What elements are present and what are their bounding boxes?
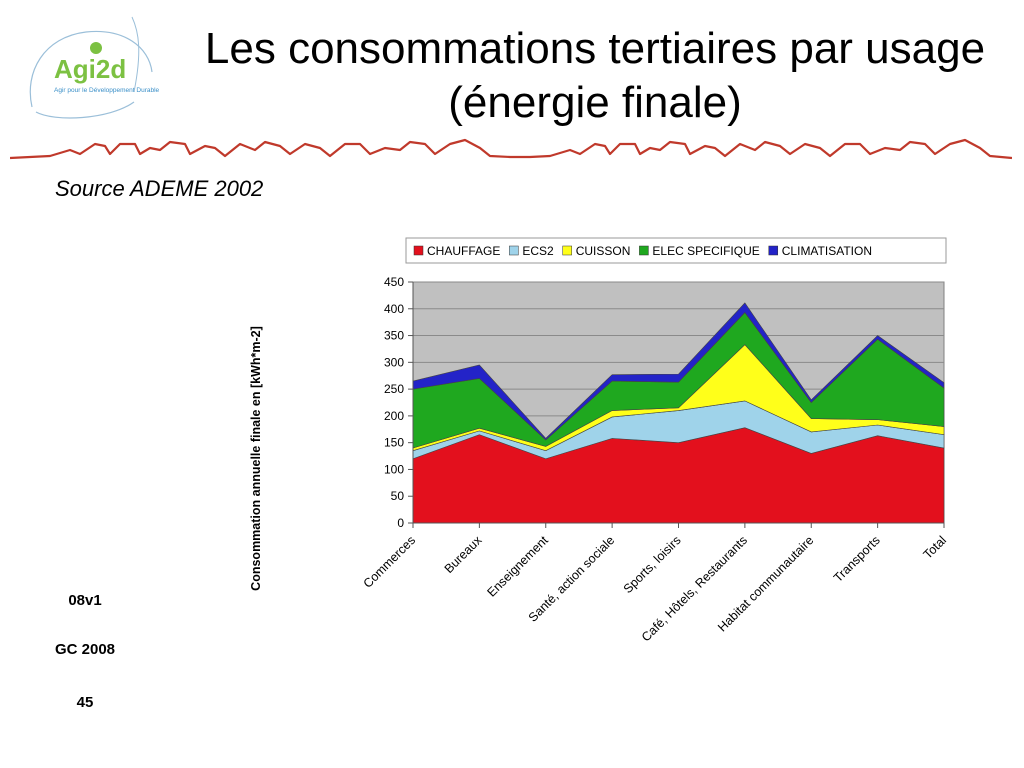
y-tick-label: 250 <box>384 382 404 396</box>
y-tick-label: 50 <box>391 489 405 503</box>
legend-label: ECS2 <box>522 244 554 258</box>
logo-wordmark: Agi2d <box>54 54 126 84</box>
houses-divider <box>10 138 1012 160</box>
y-tick-label: 400 <box>384 302 404 316</box>
x-tick-label: Commerces <box>361 533 419 591</box>
slide-title: Les consommations tertiaires par usage (… <box>204 24 986 127</box>
legend-swatch <box>768 245 779 256</box>
legend-label: ELEC SPECIFIQUE <box>652 244 759 258</box>
y-tick-label: 150 <box>384 436 404 450</box>
series-area-climatisation <box>412 302 945 441</box>
stacked-area-chart: 0 50 100 150 200 250 300 350 400 450 Commerces Bure… <box>249 237 950 644</box>
x-tick-label: Enseignement <box>484 533 551 600</box>
source-note: Source ADEME 2002 <box>55 176 264 201</box>
legend-swatch <box>413 245 424 256</box>
y-axis-title: Consommation annuelle finale en [kWh*m-2… <box>249 326 263 591</box>
legend-box <box>405 237 947 264</box>
legend-label: CUISSON <box>576 244 631 258</box>
legend-swatch <box>509 245 519 256</box>
legend-swatch <box>562 245 572 256</box>
agi2d-logo: Agi2d Agir pour le Développement Durable <box>29 16 160 119</box>
y-tick-label: 0 <box>397 516 404 530</box>
x-tick-label: Total <box>921 533 950 562</box>
y-tick-label: 450 <box>384 275 404 289</box>
logo-tagline: Agir pour le Développement Durable <box>54 87 160 94</box>
legend-label: CLIMATISATION <box>782 244 872 258</box>
x-tick-label: Café, Hôtels, Restaurants <box>639 533 750 644</box>
y-tick-label: 200 <box>384 409 404 423</box>
x-tick-label: Transports <box>831 533 883 585</box>
y-tick-label: 300 <box>384 355 404 369</box>
legend-swatch <box>639 245 649 256</box>
y-tick-label: 100 <box>384 462 404 476</box>
x-tick-label: Bureaux <box>442 533 485 576</box>
footer-author: GC 2008 <box>54 641 116 658</box>
y-tick-label: 350 <box>384 329 404 343</box>
footer-version: 08v1 <box>68 592 102 609</box>
legend-label: CHAUFFAGE <box>427 244 500 258</box>
footer-page-number: 45 <box>76 694 94 711</box>
x-tick-label: Sports, loisirs <box>621 533 684 596</box>
